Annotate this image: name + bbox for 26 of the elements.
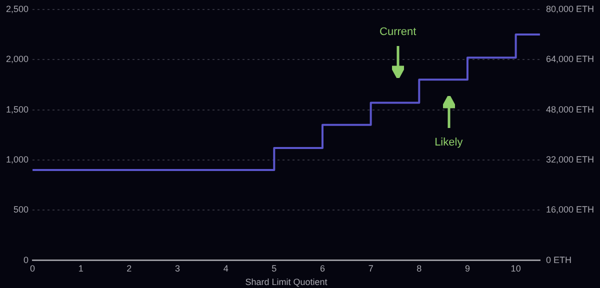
x-tick-label: 7 (368, 263, 374, 274)
y-tick-label: 1,000 (6, 154, 29, 164)
y2-tick-label: 32,000 ETH (546, 154, 594, 164)
x-tick-label: 4 (223, 263, 228, 274)
y-tick-label: 1,500 (6, 104, 29, 114)
y-tick-label: 2,000 (6, 54, 29, 64)
x-tick-label: 0 (30, 263, 36, 274)
x-tick-label: 9 (464, 263, 470, 274)
y2-tick-label: 80,000 ETH (546, 4, 594, 14)
y2-tick-label: 16,000 ETH (546, 204, 594, 215)
x-tick-label: 1 (78, 263, 84, 274)
annotation: Current (380, 26, 416, 38)
x-tick-label: 10 (510, 263, 521, 274)
x-tick-label: 3 (175, 263, 180, 274)
x-tick-label: 6 (320, 263, 325, 274)
y-tick-label: 2,500 (6, 4, 29, 14)
y2-tick-label: 0 ETH (546, 254, 572, 265)
y2-tick-label: 48,000 ETH (546, 104, 594, 114)
x-tick-label: 8 (416, 263, 422, 274)
y2-tick-label: 64,000 ETH (546, 54, 594, 64)
x-tick-label: 5 (272, 263, 277, 274)
x-axis-title: Shard Limit Quotient (245, 277, 328, 288)
y-tick-label: 500 (13, 204, 29, 215)
y-tick-label: 0 (24, 254, 29, 265)
x-tick-label: 2 (126, 263, 132, 274)
annotation: Likely (434, 136, 464, 148)
